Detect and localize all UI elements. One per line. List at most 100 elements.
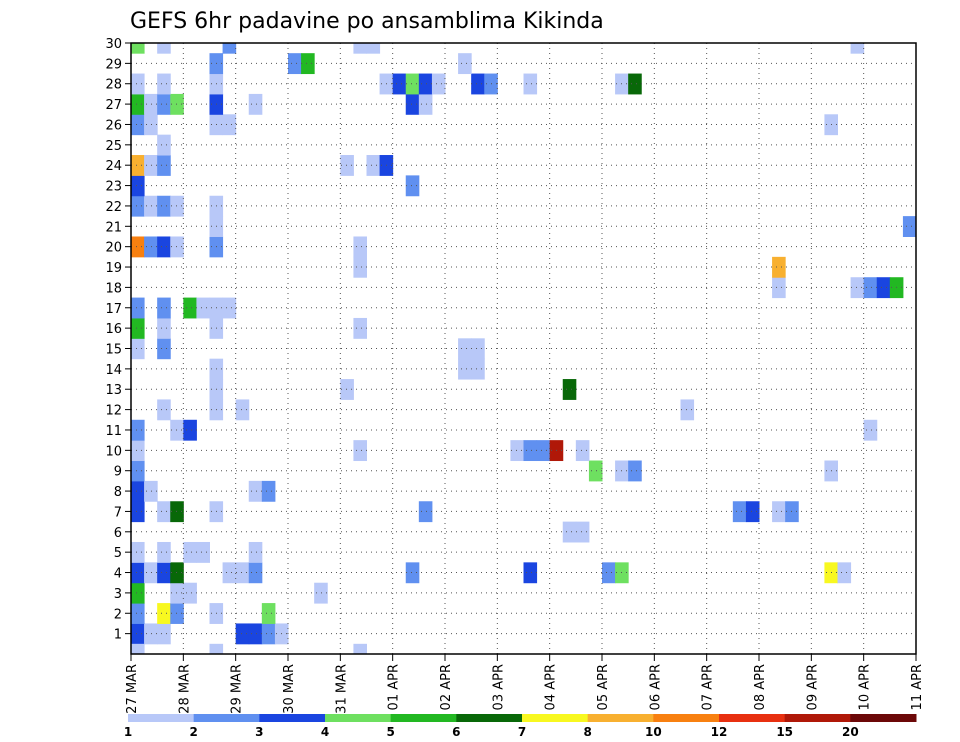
cell-m18-s56 [863, 277, 878, 299]
xtick-label-14: 10 APR [858, 664, 873, 710]
ytick-label-3: 3 [114, 587, 122, 602]
colorbar-label-6: 6 [452, 725, 460, 739]
ytick-label-14: 14 [105, 363, 122, 378]
ytick-label-17: 17 [105, 302, 122, 317]
cell-m10-s0 [131, 440, 145, 462]
cell-m4-s30 [523, 562, 538, 584]
cell-m19-s49 [772, 256, 786, 278]
xtick-label-1: 28 MAR [177, 664, 192, 714]
ytick-label-21: 21 [105, 220, 122, 235]
cell-m7-s46 [732, 501, 747, 523]
cell-m22-s0 [131, 195, 145, 217]
cell-m15-s2 [157, 338, 171, 360]
cell-m15-s25 [458, 338, 472, 360]
colorbar-label-8: 8 [583, 725, 591, 739]
xtick-label-2: 29 MAR [230, 664, 245, 714]
xtick-label-0: 27 MAR [125, 664, 140, 714]
cell-m30-s2 [157, 43, 171, 54]
cell-m21-s59 [902, 216, 917, 237]
cell-m30-s18 [366, 43, 381, 54]
cell-m15-s26 [471, 338, 485, 360]
ytick-label-4: 4 [114, 567, 122, 582]
cell-m27-s9 [248, 93, 263, 115]
cell-m10-s30 [523, 440, 538, 462]
cell-m27-s21 [405, 93, 420, 115]
cell-m11-s0 [131, 419, 145, 441]
cell-m23-s21 [405, 175, 420, 197]
cell-m28-s2 [157, 73, 171, 95]
cell-m20-s17 [353, 236, 367, 258]
cell-m22-s2 [157, 195, 171, 217]
xtick-label-5: 01 APR [387, 664, 402, 710]
colorbar-swatch-11 [784, 714, 851, 722]
cell-m28-s0 [131, 73, 145, 95]
xtick-label-12: 08 APR [753, 664, 768, 710]
cell-m18-s55 [850, 277, 865, 299]
cell-m1-s1 [144, 623, 158, 645]
cell-m17-s0 [131, 297, 145, 319]
cell-m3-s3 [170, 582, 184, 604]
cell-m16-s17 [353, 317, 367, 339]
cell-m26-s0 [131, 114, 145, 136]
colorbar-swatch-7 [522, 714, 589, 722]
cell-m11-s4 [183, 419, 197, 441]
colorbar-swatch-10 [719, 714, 786, 722]
cell-m7-s3 [170, 501, 184, 523]
cell-m18-s57 [876, 277, 891, 299]
cell-m4-s0 [131, 562, 145, 584]
cell-m13-s16 [340, 379, 354, 400]
cell-m28-s30 [523, 73, 538, 95]
cell-m9-s38 [628, 460, 642, 482]
cell-m30-s55 [850, 43, 865, 54]
cell-m17-s4 [183, 297, 197, 319]
cell-m28-s26 [471, 73, 485, 95]
cell-m28-s21 [405, 73, 420, 95]
ytick-label-9: 9 [114, 465, 122, 480]
cell-m17-s7 [222, 297, 237, 319]
colorbar-label-4: 4 [321, 725, 329, 739]
cell-m12-s2 [157, 399, 171, 421]
colorbar-swatch-9 [653, 714, 720, 722]
cell-m8-s1 [144, 480, 158, 502]
cell-m4-s54 [837, 562, 852, 584]
colorbar-label-10: 10 [645, 725, 662, 739]
cell-m24-s16 [340, 155, 354, 176]
cell-m28-s20 [392, 73, 407, 95]
chart-title: GEFS 6hr padavine po ansamblima Kikinda [130, 9, 604, 34]
cell-m16-s2 [157, 317, 171, 339]
cell-m16-s0 [131, 317, 145, 339]
cell-m4-s3 [170, 562, 184, 584]
colorbar-label-3: 3 [255, 725, 263, 739]
ytick-label-28: 28 [105, 78, 122, 93]
cell-m5-s4 [183, 541, 197, 563]
cell-m4-s2 [157, 562, 171, 584]
ytick-label-18: 18 [105, 281, 122, 296]
cell-m20-s0 [131, 236, 145, 258]
xtick-label-6: 02 APR [439, 664, 454, 710]
cell-m10-s34 [575, 440, 590, 462]
cell-m5-s5 [196, 541, 210, 563]
y-axis-ticks: 1234567891011121314151617181920212223242… [105, 37, 131, 643]
ytick-label-13: 13 [105, 383, 122, 398]
cell-m22-s3 [170, 195, 184, 217]
cell-m5-s0 [131, 541, 145, 563]
ytick-label-22: 22 [105, 200, 122, 215]
ytick-label-6: 6 [114, 526, 122, 541]
cell-m30-s0 [131, 43, 145, 54]
cell-m10-s17 [353, 440, 367, 462]
ytick-label-16: 16 [105, 322, 122, 337]
colorbar-label-1: 1 [124, 725, 132, 739]
ytick-label-1: 1 [114, 628, 122, 643]
cell-m20-s3 [170, 236, 184, 258]
cell-m11-s3 [170, 419, 184, 441]
cell-m4-s9 [248, 562, 263, 584]
ytick-label-11: 11 [105, 424, 122, 439]
ytick-label-12: 12 [105, 404, 122, 419]
cell-m24-s1 [144, 155, 158, 176]
cell-m13-s33 [562, 379, 577, 400]
cell-m3-s14 [314, 582, 328, 604]
cell-m6-s34 [575, 521, 590, 543]
cell-m15-s0 [131, 338, 145, 360]
cell-m14-s26 [471, 358, 485, 380]
